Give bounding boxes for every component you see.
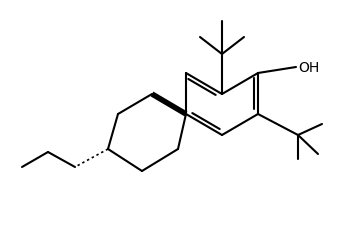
Text: OH: OH [298,61,319,75]
